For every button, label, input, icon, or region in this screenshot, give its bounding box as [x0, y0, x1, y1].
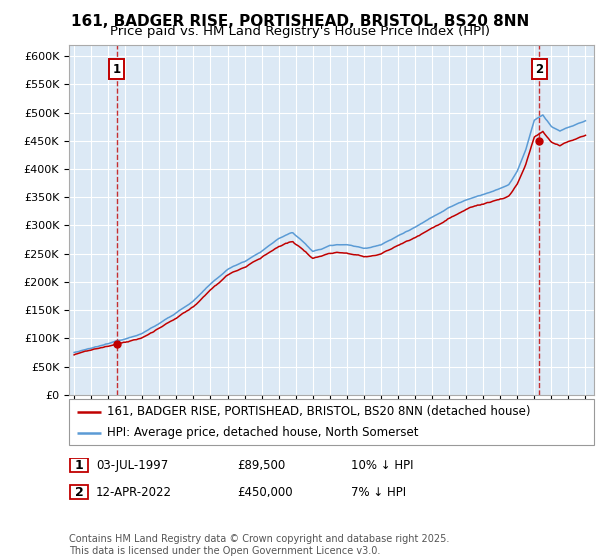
Text: 161, BADGER RISE, PORTISHEAD, BRISTOL, BS20 8NN (detached house): 161, BADGER RISE, PORTISHEAD, BRISTOL, B… — [107, 405, 530, 418]
FancyBboxPatch shape — [70, 458, 88, 473]
Text: 2: 2 — [535, 63, 544, 76]
Text: HPI: Average price, detached house, North Somerset: HPI: Average price, detached house, Nort… — [107, 426, 418, 439]
Text: 1: 1 — [113, 63, 121, 76]
Text: Contains HM Land Registry data © Crown copyright and database right 2025.
This d: Contains HM Land Registry data © Crown c… — [69, 534, 449, 556]
Text: £450,000: £450,000 — [237, 486, 293, 500]
FancyBboxPatch shape — [70, 485, 88, 500]
Text: 03-JUL-1997: 03-JUL-1997 — [96, 459, 168, 473]
Text: 10% ↓ HPI: 10% ↓ HPI — [351, 459, 413, 473]
Text: 7% ↓ HPI: 7% ↓ HPI — [351, 486, 406, 500]
Text: Price paid vs. HM Land Registry's House Price Index (HPI): Price paid vs. HM Land Registry's House … — [110, 25, 490, 38]
FancyBboxPatch shape — [69, 399, 594, 445]
Text: £89,500: £89,500 — [237, 459, 285, 473]
Text: 2: 2 — [74, 486, 83, 499]
Text: 161, BADGER RISE, PORTISHEAD, BRISTOL, BS20 8NN: 161, BADGER RISE, PORTISHEAD, BRISTOL, B… — [71, 14, 529, 29]
Text: 12-APR-2022: 12-APR-2022 — [96, 486, 172, 500]
Text: 1: 1 — [74, 459, 83, 472]
